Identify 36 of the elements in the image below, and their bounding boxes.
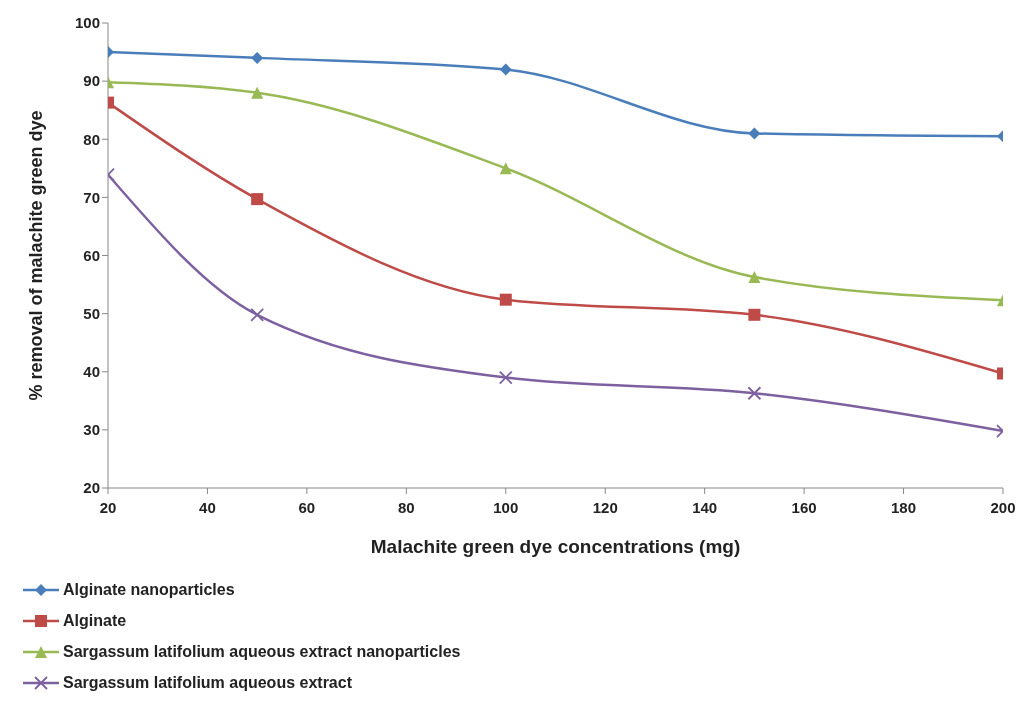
x-tick-label: 120	[592, 498, 618, 516]
point	[748, 308, 761, 321]
point	[747, 386, 762, 401]
y-tick-label: 20	[83, 479, 100, 497]
legend-label: Alginate nanoparticles	[63, 580, 235, 599]
x-tick-label: 160	[791, 498, 817, 516]
x-tick-label: 180	[891, 498, 917, 516]
point	[748, 271, 761, 284]
y-tick-label: 40	[83, 363, 100, 381]
point	[251, 86, 264, 99]
y-tick-label: 30	[83, 421, 100, 439]
y-tick-label: 80	[83, 130, 100, 148]
x-tick-label: 140	[692, 498, 718, 516]
x-axis-title: Malachite green dye concentrations (mg)	[370, 536, 741, 557]
point	[499, 162, 512, 175]
legend-label: Alginate	[63, 611, 127, 630]
point	[251, 193, 264, 206]
x-tick-label: 20	[99, 498, 117, 516]
point	[499, 293, 512, 306]
legend-label: Sargassum latifolium aqueous extract	[63, 673, 352, 692]
y-tick-label: 50	[83, 304, 100, 322]
x-tick-label: 200	[990, 498, 1016, 516]
x-tick-label: 60	[298, 498, 316, 516]
y-axis-title: % removal of malachite green dye	[26, 110, 47, 401]
x-tick-label: 40	[199, 498, 216, 516]
x-tick-label: 80	[397, 498, 415, 516]
point	[250, 307, 265, 322]
y-tick-label: 90	[83, 72, 100, 90]
y-tick-label: 100	[74, 14, 100, 32]
x-tick-label: 100	[493, 498, 519, 516]
point	[748, 127, 761, 140]
legend-label: Sargassum latifolium aqueous extract nanoparticles	[63, 642, 461, 661]
point	[499, 63, 512, 76]
point	[498, 370, 513, 385]
y-tick-label: 60	[83, 246, 100, 264]
y-tick-label: 70	[83, 188, 100, 206]
